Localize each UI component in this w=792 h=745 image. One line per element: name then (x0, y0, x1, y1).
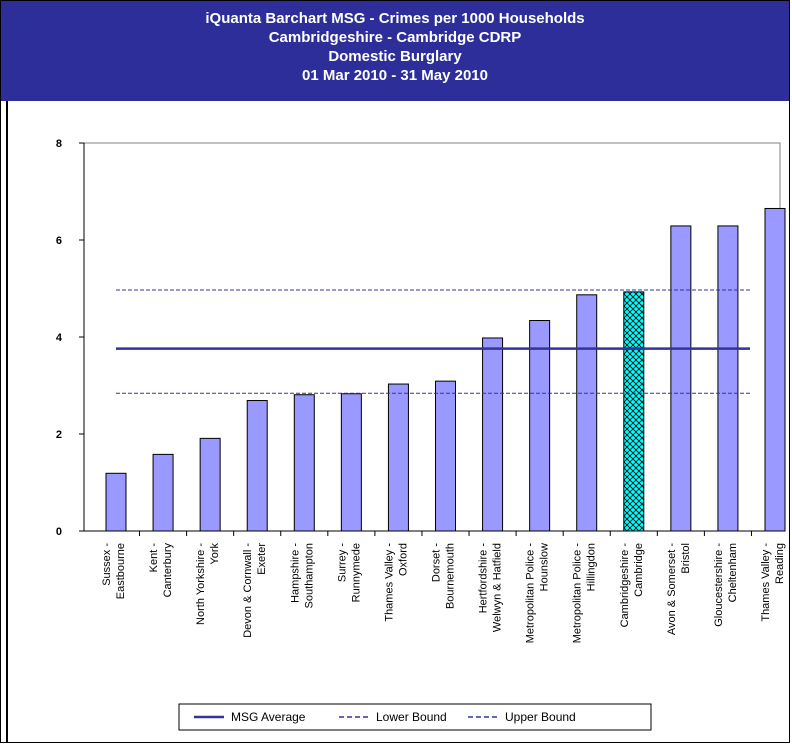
x-tick-label: Sussex - Eastbourne (101, 543, 127, 600)
bar (246, 400, 268, 532)
bar (340, 393, 362, 532)
x-tick-label-line: Dorset - (431, 543, 443, 582)
chart-subtitle-period: 01 Mar 2010 - 31 May 2010 (302, 67, 488, 84)
x-tick-label: Kent - Canterbury (148, 543, 174, 598)
x-tick-label: Thames Valley - Oxford (383, 543, 409, 622)
chart-subtitle-area: Cambridgeshire - Cambridge CDRP (268, 29, 522, 46)
bar (764, 207, 786, 532)
x-tick-label: Metropolitan Police - Hillingdon (572, 543, 598, 644)
x-tick-label-line: Surrey - (336, 543, 348, 582)
bar (293, 394, 315, 532)
x-tick-label-line: Canterbury (162, 543, 174, 598)
x-tick-label-line: Southampton (303, 543, 315, 608)
x-tick-label-line: Devon & Cornwall - (242, 543, 254, 638)
x-tick-label-line: Hampshire - (289, 543, 301, 603)
x-tick-label-line: Metropolitan Police - (572, 543, 584, 644)
x-tick-label-line: Cheltenham (727, 543, 739, 602)
x-tick-label-line: York (209, 543, 221, 565)
bar (199, 437, 221, 532)
bar (105, 472, 127, 532)
x-tick-label-line: Bristol (680, 543, 692, 574)
x-tick-label: Avon & Somerset - Bristol (666, 543, 692, 635)
x-tick-label: Devon & Cornwall - Exeter (242, 543, 268, 638)
x-tick-label-line: Runnymede (350, 543, 362, 602)
x-tick-label-line: Metropolitan Police - (525, 543, 537, 644)
bar (387, 383, 409, 532)
x-tick-label-line: Reading (774, 543, 786, 584)
legend-box (178, 703, 652, 731)
highlighted-bar (623, 291, 645, 532)
x-tick-label-line: Hertfordshire - (478, 543, 490, 614)
x-tick-label-line: Welwyn & Hatfield (492, 543, 504, 632)
left-border (6, 101, 8, 743)
chart-legend: MSG Average Lower Bound Upper Bound (178, 703, 652, 731)
x-tick-label-line: Cambridgeshire - (619, 543, 631, 628)
bar (152, 453, 174, 532)
legend-label: Upper Bound (505, 710, 576, 724)
legend-label: MSG Average (231, 710, 306, 724)
legend-label: Lower Bound (376, 710, 447, 724)
x-tick-label-line: Eastbourne (115, 543, 127, 599)
bar (435, 380, 456, 532)
chart-subtitle-crime-type: Domestic Burglary (328, 48, 462, 65)
x-tick-label-line: Gloucestershire - (713, 543, 725, 627)
x-tick-label-line: Avon & Somerset - (666, 543, 678, 635)
y-tick-label: 2 (56, 429, 62, 441)
y-tick-label: 0 (56, 526, 62, 538)
bar (576, 294, 598, 532)
bar (670, 225, 692, 532)
x-tick-label-line: North Yorkshire - (195, 543, 207, 625)
x-tick-label-line: Kent - (148, 543, 160, 573)
chart-header: iQuanta Barchart MSG - Crimes per 1000 H… (1, 1, 789, 101)
x-tick-label: Cambridgeshire - Cambridge (619, 543, 645, 628)
x-tick-label-line: Exeter (256, 543, 268, 575)
x-tick-label-line: Sussex - (101, 543, 113, 586)
x-tick-label-line: Thames Valley - (760, 543, 772, 622)
bar (717, 225, 739, 532)
x-tick-label: Thames Valley - Reading (760, 543, 786, 622)
x-tick-label: Surrey - Runnymede (336, 543, 362, 603)
x-tick-label-line: Oxford (397, 543, 409, 576)
y-tick-label: 4 (56, 332, 63, 344)
x-tick-label: North Yorkshire - York (195, 543, 221, 625)
x-tick-label-line: Bournemouth (445, 543, 457, 609)
x-tick-label: Hertfordshire - Welwyn & Hatfield (478, 543, 504, 632)
x-tick-label-line: Cambridge (633, 543, 645, 597)
x-tick-label-line: Hillingdon (586, 543, 598, 591)
x-tick-label: Gloucestershire - Cheltenham (713, 543, 739, 627)
x-tick-label: Dorset - Bournemouth (431, 543, 457, 609)
x-tick-label: Hampshire - Southampton (289, 543, 315, 609)
x-tick-label-line: Thames Valley - (383, 543, 395, 622)
y-tick-label: 8 (56, 138, 62, 150)
bar (482, 337, 504, 532)
x-tick-label: Metropolitan Police - Hounslow (525, 543, 551, 644)
chart-title: iQuanta Barchart MSG - Crimes per 1000 H… (205, 10, 585, 27)
y-tick-label: 6 (56, 235, 62, 247)
x-tick-label-line: Hounslow (539, 543, 551, 591)
bar (529, 320, 551, 532)
